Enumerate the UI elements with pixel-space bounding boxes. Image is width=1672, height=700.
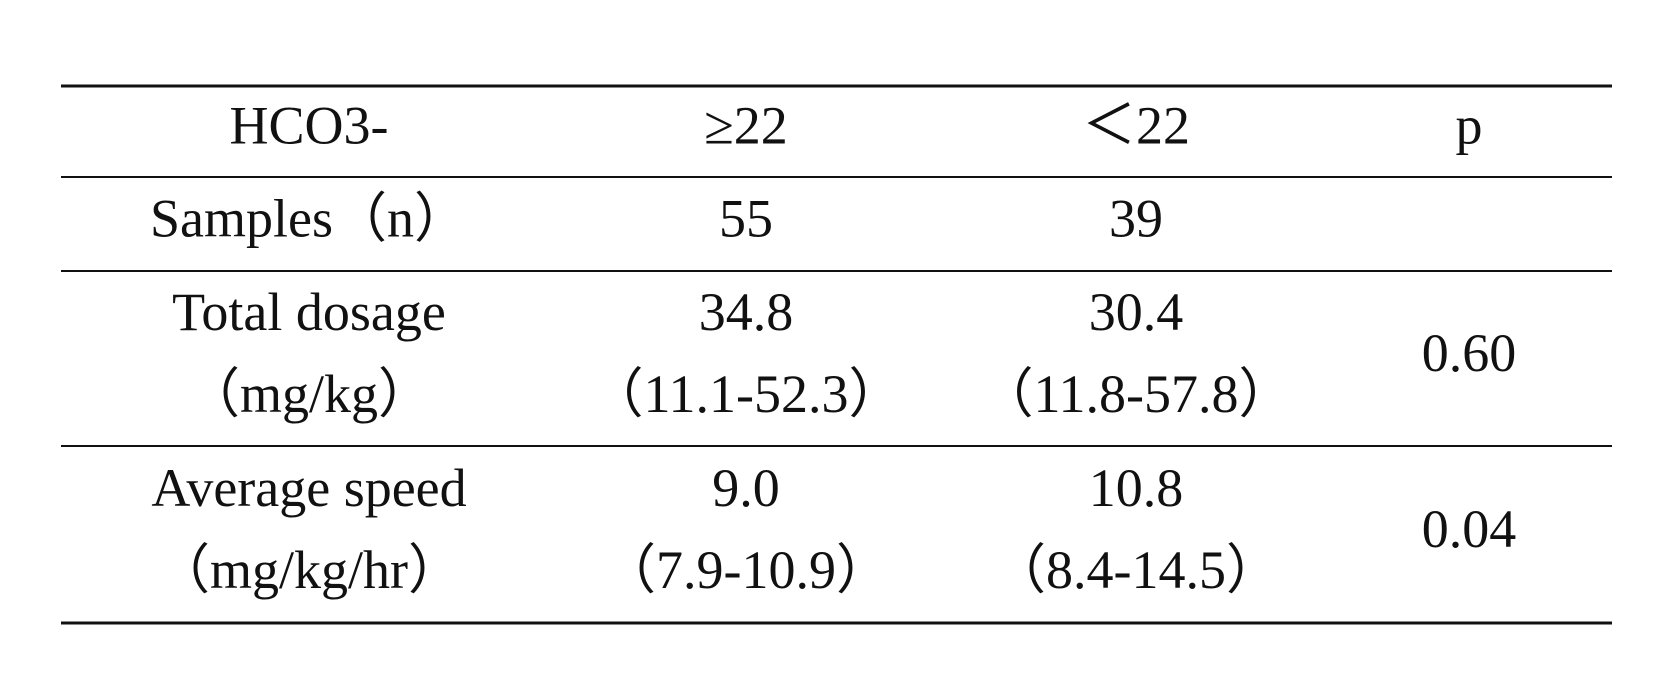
header-cell: HCO3- xyxy=(230,95,389,155)
cell-text: 34.8 xyxy=(699,282,794,342)
cell-text: 9.0 xyxy=(712,458,780,518)
cell-text: 30.4 xyxy=(1089,282,1184,342)
cell-text: （mg/kg/hr） xyxy=(156,540,462,600)
cell-text: Samples（n） xyxy=(150,188,468,248)
cell-text: Average speed xyxy=(151,458,466,518)
cell-text: 0.60 xyxy=(1422,323,1517,383)
cell-text: 10.8 xyxy=(1089,458,1184,518)
cell-text: 39 xyxy=(1109,188,1163,248)
header-cell: p xyxy=(1456,95,1483,155)
cell-text: （7.9-10.9） xyxy=(602,540,890,600)
cell-text: （mg/kg） xyxy=(186,364,432,424)
cell-text: 55 xyxy=(719,188,773,248)
header-cell: ＜22 xyxy=(1082,95,1190,155)
cell-text: （11.1-52.3） xyxy=(590,364,903,424)
cell-text: Total dosage xyxy=(172,282,446,342)
cell-text: 0.04 xyxy=(1422,499,1517,559)
cell-text: （8.4-14.5） xyxy=(992,540,1280,600)
header-cell: ≥22 xyxy=(704,95,788,155)
cell-text: （11.8-57.8） xyxy=(980,364,1293,424)
